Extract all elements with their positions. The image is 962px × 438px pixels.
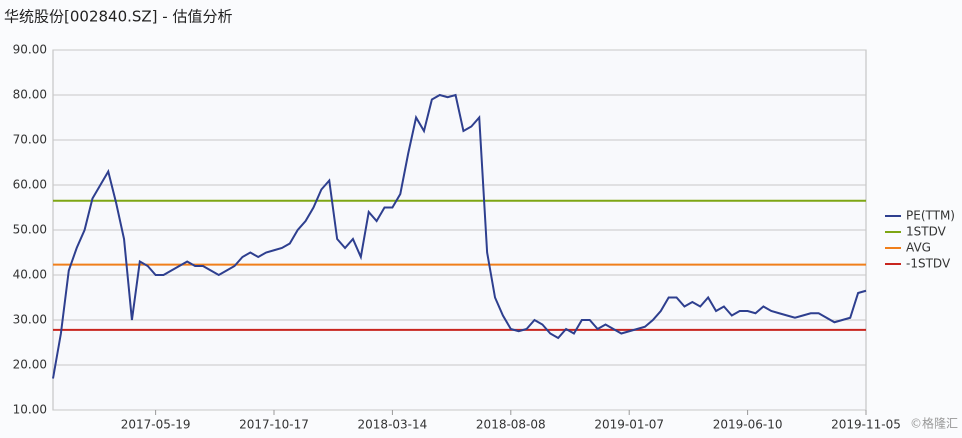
x-tick-label: 2018-03-14 [358,418,428,432]
y-tick-label: 20.00 [13,358,47,372]
chart-title: 华统股份[002840.SZ] - 估值分析 [4,8,232,26]
x-tick-label: 2017-10-17 [239,418,309,432]
y-tick-label: 90.00 [13,43,47,57]
x-tick-label: 2017-05-19 [121,418,191,432]
legend-label: AVG [906,241,931,255]
watermark: ©格隆汇 [910,416,958,431]
pe-line [52,93,867,379]
y-tick-label: 30.00 [13,313,47,327]
x-tick-label: 2019-01-07 [594,418,664,432]
legend-label: 1STDV [906,225,947,239]
y-tick-label: 60.00 [13,178,47,192]
y-tick-label: 50.00 [13,223,47,237]
y-tick-label: 80.00 [13,88,47,102]
legend-label: -1STDV [906,257,951,271]
x-tick-label: 2018-08-08 [476,418,546,432]
y-tick-label: 10.00 [13,403,47,417]
legend-label: PE(TTM) [906,209,955,223]
y-tick-label: 40.00 [13,268,47,282]
x-tick-label: 2019-06-10 [713,418,783,432]
x-tick-label: 2019-11-05 [831,418,901,432]
y-tick-label: 70.00 [13,133,47,147]
